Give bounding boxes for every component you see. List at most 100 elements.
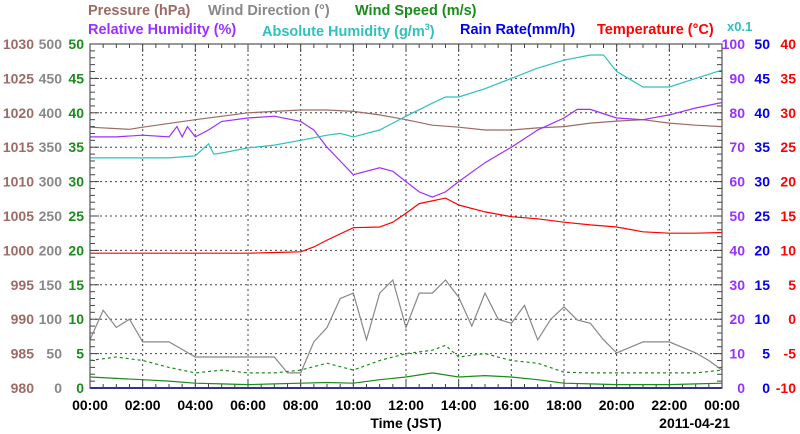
y-tick-label-pressure: 1025 [3,70,34,86]
y-tick-label-rain-rate: 35 [754,139,770,155]
y-tick-label-rain-rate: 25 [754,208,770,224]
y-tick-label-temperature: 40 [780,36,796,52]
y-tick-label-relative-humidity: 10 [729,346,745,362]
y-tick-label-wind-direction: 200 [39,242,63,258]
y-tick-label-wind-speed: 35 [68,139,84,155]
y-tick-label-pressure: 1010 [3,174,34,190]
legend-wind-direction: Wind Direction (°) [208,3,330,19]
legend-scale-note: x0.1 [727,19,753,34]
y-tick-label-wind-speed: 20 [68,242,84,258]
x-tick-label: 00:00 [704,397,740,413]
y-tick-label-relative-humidity: 20 [729,311,745,327]
y-tick-label-wind-direction: 450 [39,70,63,86]
y-tick-label-wind-speed: 10 [68,311,84,327]
y-tick-label-temperature: 5 [788,277,796,293]
legend-rain-rate: Rain Rate(mm/h) [460,22,576,38]
series-temperature [90,197,723,254]
y-tick-label-wind-speed: 0 [76,380,84,396]
series-relative-humidity [90,101,723,198]
y-tick-label-wind-direction: 300 [39,174,63,190]
y-tick-label-rain-rate: 40 [754,105,770,121]
y-tick-label-rain-rate: 5 [762,346,770,362]
y-tick-label-wind-speed: 25 [68,208,84,224]
x-tick-label: 22:00 [651,397,687,413]
legend-absolute-humidity-sup: 3 [424,22,430,32]
y-tick-label-wind-direction: 50 [46,346,62,362]
y-tick-label-temperature: 0 [788,311,796,327]
y-tick-label-pressure: 1000 [3,242,34,258]
x-tick-label: 14:00 [441,397,477,413]
y-tick-label-pressure: 985 [11,346,35,362]
legend-relative-humidity: Relative Humidity (%) [88,22,237,38]
y-tick-label-rain-rate: 45 [754,70,770,86]
y-tick-label-relative-humidity: 100 [722,36,746,52]
y-tick-label-rain-rate: 10 [754,311,770,327]
y-tick-label-rain-rate: 50 [754,36,770,52]
y-tick-label-relative-humidity: 60 [729,174,745,190]
y-tick-label-wind-speed: 5 [76,346,84,362]
series-wind-direction [89,278,723,374]
y-tick-label-rain-rate: 30 [754,174,770,190]
y-tick-label-pressure: 1020 [3,105,34,121]
legend-absolute-humidity: Absolute Humidity (g/m3) [262,22,435,40]
y-tick-label-wind-speed: 30 [68,174,84,190]
y-tick-label-wind-direction: 100 [39,311,63,327]
y-tick-label-temperature: 10 [780,242,796,258]
x-tick-label: 08:00 [283,397,319,413]
y-tick-label-wind-speed: 50 [68,36,84,52]
y-tick-label-temperature: 20 [780,174,796,190]
y-tick-label-wind-speed: 40 [68,105,84,121]
date-label: 2011-04-21 [659,415,730,431]
y-tick-label-temperature: -10 [776,380,796,396]
legend-wind-speed: Wind Speed (m/s) [355,3,477,19]
y-tick-label-wind-direction: 0 [54,380,62,396]
y-tick-label-temperature: 35 [780,70,796,86]
legend-absolute-humidity-close: ) [429,23,435,40]
x-axis-label: Time (JST) [370,415,441,431]
y-tick-label-pressure: 1030 [3,36,34,52]
series-absolute-humidity [90,54,723,159]
series-pressure [89,109,723,131]
x-tick-label: 10:00 [335,397,371,413]
y-tick-label-rain-rate: 15 [754,277,770,293]
x-tick-label: 20:00 [599,397,635,413]
y-tick-label-relative-humidity: 70 [729,139,745,155]
y-tick-label-wind-speed: 45 [68,70,84,86]
legend-absolute-humidity-label: Absolute Humidity (g/m [262,23,425,40]
legend-temperature: Temperature (°C) [597,22,714,38]
y-tick-label-wind-direction: 400 [39,105,63,121]
legend-pressure: Pressure (hPa) [88,3,191,19]
y-tick-label-wind-direction: 150 [39,277,63,293]
x-tick-label: 06:00 [230,397,266,413]
y-tick-label-temperature: 25 [780,139,796,155]
y-tick-label-pressure: 1005 [3,208,34,224]
y-tick-label-relative-humidity: 0 [737,380,745,396]
y-tick-label-temperature: -5 [784,346,797,362]
x-tick-label: 18:00 [546,397,582,413]
x-tick-label: 04:00 [177,397,213,413]
y-tick-label-relative-humidity: 40 [729,242,745,258]
y-tick-label-relative-humidity: 30 [729,277,745,293]
y-tick-label-rain-rate: 20 [754,242,770,258]
y-tick-label-wind-direction: 500 [39,36,63,52]
x-tick-label: 12:00 [388,397,424,413]
x-tick-label: 02:00 [125,397,161,413]
y-tick-label-relative-humidity: 50 [729,208,745,224]
y-tick-label-pressure: 995 [11,277,35,293]
y-tick-label-relative-humidity: 80 [729,105,745,121]
x-tick-label: 16:00 [493,397,529,413]
y-tick-label-rain-rate: 0 [762,380,770,396]
y-tick-label-temperature: 15 [780,208,796,224]
y-tick-label-pressure: 990 [11,311,35,327]
y-tick-label-pressure: 980 [11,380,35,396]
plot-frame [89,43,723,389]
y-tick-label-relative-humidity: 90 [729,70,745,86]
x-tick-label: 00:00 [72,397,108,413]
series-wind-speed-avg [89,372,723,386]
y-tick-label-wind-direction: 250 [39,208,63,224]
y-tick-label-temperature: 30 [780,105,796,121]
y-tick-label-pressure: 1015 [3,139,34,155]
y-tick-label-wind-speed: 15 [68,277,84,293]
y-tick-label-wind-direction: 350 [39,139,63,155]
